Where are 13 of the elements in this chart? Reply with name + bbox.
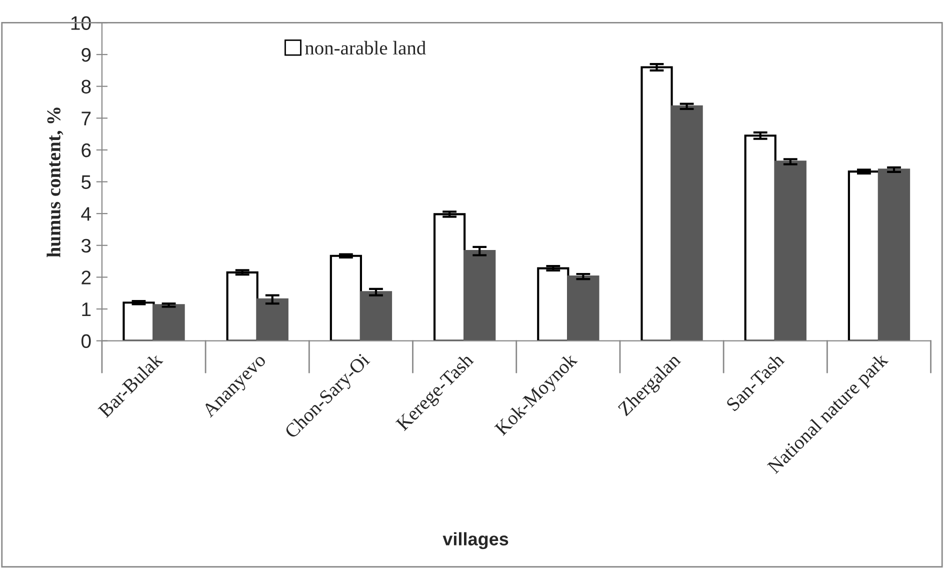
y-axis-title: humus content, % bbox=[46, 108, 64, 258]
y-tick-label: 7 bbox=[82, 112, 91, 126]
y-tick-label: 3 bbox=[81, 238, 91, 253]
y-tick-label: 1 bbox=[82, 302, 91, 316]
y-tick-label: 0 bbox=[81, 334, 91, 348]
legend-label: non-arable land bbox=[305, 40, 426, 55]
y-tick-label: 9 bbox=[82, 48, 91, 62]
x-axis-title: villages bbox=[442, 532, 508, 550]
y-tick-label: 4 bbox=[81, 207, 91, 221]
y-tick-label: 5 bbox=[82, 175, 91, 189]
y-tick-label: 2 bbox=[82, 270, 91, 284]
y-tick-label: 6 bbox=[82, 143, 91, 158]
y-tick-label: 8 bbox=[82, 80, 91, 94]
